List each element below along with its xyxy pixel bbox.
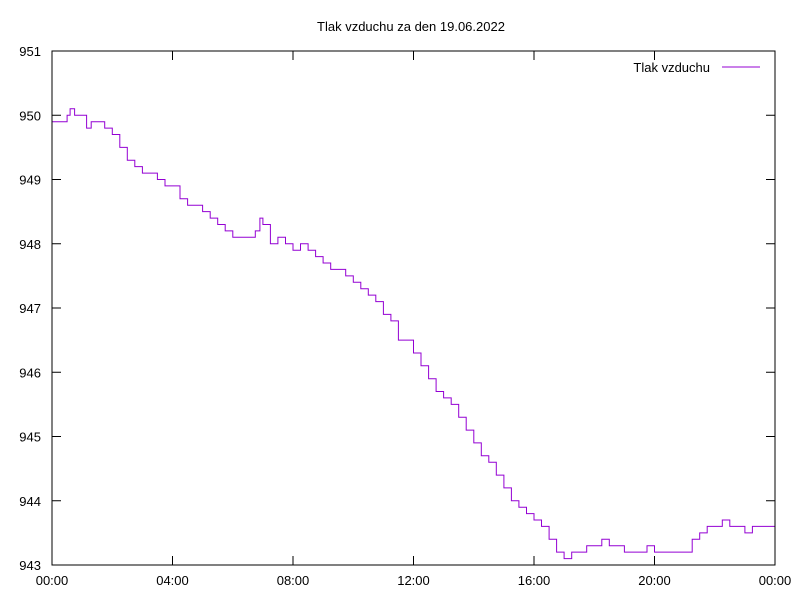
y-tick-label: 944: [19, 494, 41, 509]
axis-tick-labels: 943 944 945 946 947 948 949 950 951 00:00 04:00 08:…: [19, 44, 791, 588]
y-tick-label: 947: [19, 301, 41, 316]
legend: Tlak vzduchu: [633, 60, 760, 75]
x-tick-label: 12:00: [397, 573, 430, 588]
x-tick-label: 16:00: [518, 573, 551, 588]
y-tick-label: 949: [19, 173, 41, 188]
chart-title: Tlak vzduchu za den 19.06.2022: [317, 19, 505, 34]
series-line: [52, 108, 776, 560]
x-tick-label: 08:00: [277, 573, 310, 588]
plot-border: [51, 50, 776, 566]
x-tick-label: 20:00: [638, 573, 671, 588]
x-tick-label: 00:00: [759, 573, 792, 588]
x-tick-label: 04:00: [156, 573, 189, 588]
x-tick-label: 00:00: [36, 573, 69, 588]
y-tick-label: 945: [19, 430, 41, 445]
y-tick-label: 951: [19, 44, 41, 59]
legend-label: Tlak vzduchu: [633, 60, 710, 75]
y-tick-label: 946: [19, 365, 41, 380]
y-tick-label: 950: [19, 108, 41, 123]
y-tick-label: 948: [19, 237, 41, 252]
y-tick-label: 943: [19, 558, 41, 573]
